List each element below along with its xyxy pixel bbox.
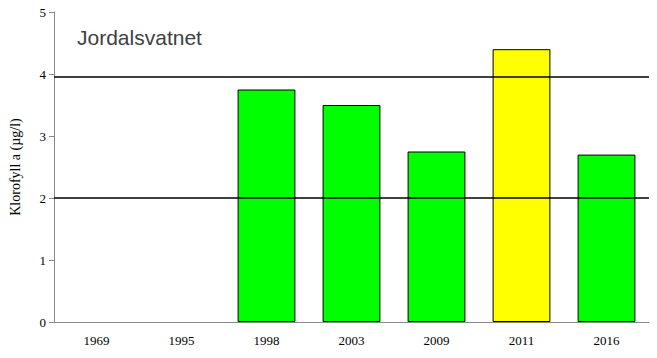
svg-text:2011: 2011 — [509, 333, 535, 348]
svg-text:2016: 2016 — [594, 333, 621, 348]
svg-text:Jordalsvatnet: Jordalsvatnet — [77, 26, 202, 49]
svg-text:2009: 2009 — [424, 333, 450, 348]
svg-text:1995: 1995 — [169, 333, 195, 348]
svg-text:4: 4 — [40, 67, 47, 82]
svg-text:1: 1 — [40, 253, 47, 268]
svg-text:0: 0 — [40, 315, 47, 330]
svg-text:3: 3 — [40, 129, 47, 144]
svg-text:2003: 2003 — [339, 333, 365, 348]
svg-text:5: 5 — [40, 5, 47, 20]
svg-text:1998: 1998 — [254, 333, 280, 348]
svg-text:Klorofyll a (µg/l): Klorofyll a (µg/l) — [8, 118, 24, 216]
svg-text:2: 2 — [40, 191, 47, 206]
svg-text:1969: 1969 — [84, 333, 110, 348]
